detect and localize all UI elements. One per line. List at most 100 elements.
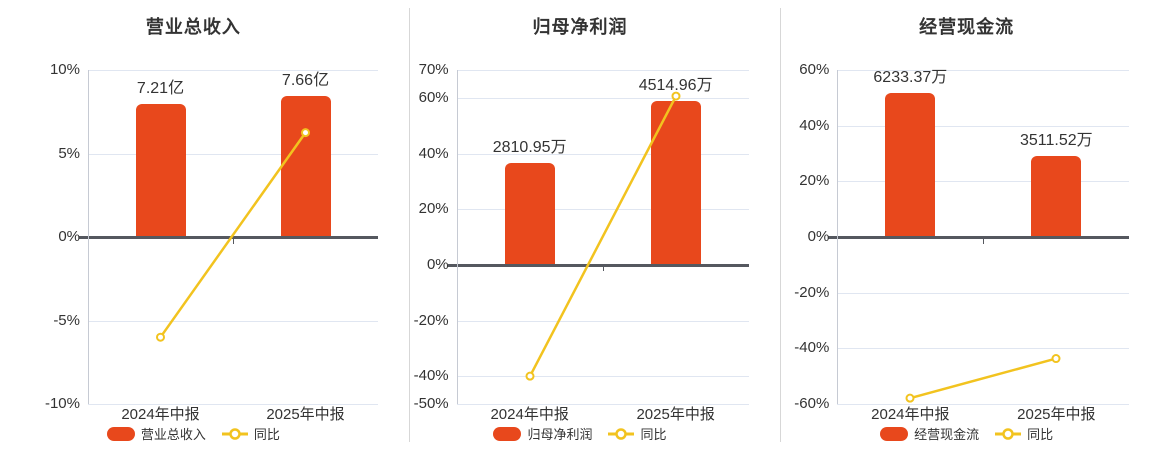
yoy-point[interactable] xyxy=(905,393,915,403)
x-axis-tick xyxy=(983,238,985,244)
y-gridline xyxy=(456,376,749,378)
zero-axis-line xyxy=(828,236,1130,239)
bar-series-swatch-icon xyxy=(493,427,522,441)
bar-series-swatch-icon xyxy=(880,427,909,441)
y-gridline xyxy=(88,404,378,405)
bar-2025[interactable] xyxy=(280,95,331,236)
plot-area: 70% 60% 40% 20% 0% -20% -40% -50% 2810.95万 4514.9… xyxy=(414,61,749,412)
legend-item-line-series[interactable]: 同比 xyxy=(995,427,1053,442)
legend-item-line-series[interactable]: 同比 xyxy=(221,426,280,442)
y-axis-label: 70% xyxy=(418,61,449,78)
y-gridline xyxy=(837,70,1130,71)
bar-value-label: 4514.96万 xyxy=(638,76,713,94)
y-gridline xyxy=(837,181,1130,183)
yoy-point[interactable] xyxy=(301,128,310,138)
panel-divider xyxy=(780,8,781,442)
bar-2024[interactable] xyxy=(504,162,555,264)
yoy-line xyxy=(159,131,307,339)
bar-value-label: 6233.37万 xyxy=(873,68,948,86)
y-gridline xyxy=(456,209,749,211)
chart-title: 营业总收入 xyxy=(145,17,241,37)
bar-2025[interactable] xyxy=(1031,155,1082,236)
line-series-swatch-icon xyxy=(608,428,635,440)
x-axis-label: 2025年中报 xyxy=(266,406,345,423)
chart-title: 经营现金流 xyxy=(919,17,1015,37)
x-axis-label: 2024年中报 xyxy=(121,406,200,423)
y-gridline xyxy=(88,70,378,71)
x-axis-tick xyxy=(602,266,604,272)
y-axis-label: 20% xyxy=(418,200,449,218)
yoy-point[interactable] xyxy=(156,332,165,342)
y-axis-label: 40% xyxy=(418,144,449,162)
bar-2024[interactable] xyxy=(135,104,186,236)
y-axis-label: 0% xyxy=(426,255,449,273)
chart-panel-net-profit: 归母净利润 70% 60% 40% 20% 0% -20% -40% -50% 2810.95万… xyxy=(387,0,774,450)
y-gridline xyxy=(88,320,378,322)
legend-label: 归母净利润 xyxy=(527,426,593,442)
y-gridline xyxy=(88,153,378,155)
y-axis-line xyxy=(456,70,458,404)
panel-divider xyxy=(409,8,410,442)
y-axis-label: -40% xyxy=(413,367,449,385)
yoy-point[interactable] xyxy=(671,91,681,101)
y-gridline xyxy=(456,404,749,405)
y-axis-label: 5% xyxy=(58,144,80,162)
y-gridline xyxy=(837,292,1130,294)
y-axis-label: -50% xyxy=(413,395,449,412)
bar-value-label: 7.66亿 xyxy=(281,71,330,89)
line-series-swatch-icon xyxy=(221,428,248,440)
y-axis-label: -20% xyxy=(794,283,830,301)
legend-item-bar-series[interactable]: 营业总收入 xyxy=(106,427,206,442)
legend-label: 同比 xyxy=(253,426,280,442)
legend: 营业总收入 同比 xyxy=(0,426,387,442)
bar-2024[interactable] xyxy=(885,92,936,236)
yoy-line xyxy=(528,94,677,378)
y-axis-label: 20% xyxy=(799,172,830,190)
legend-item-bar-series[interactable]: 经营现金流 xyxy=(880,427,979,442)
y-gridline xyxy=(837,348,1130,350)
y-axis-label: -5% xyxy=(53,311,80,329)
y-gridline xyxy=(837,404,1130,405)
yoy-line-layer xyxy=(905,354,1061,403)
y-axis-label: 0% xyxy=(807,228,830,245)
legend-label: 同比 xyxy=(1027,426,1054,442)
y-axis-label: 60% xyxy=(418,88,449,106)
x-axis-label: 2024年中报 xyxy=(871,406,950,423)
yoy-line xyxy=(909,357,1058,400)
yoy-point[interactable] xyxy=(1051,354,1061,364)
line-series-swatch-icon xyxy=(995,428,1022,440)
bar-value-label: 3511.52万 xyxy=(1020,131,1093,149)
y-axis-label: 0% xyxy=(58,228,80,245)
x-axis-tick xyxy=(233,238,234,244)
x-axis-label: 2025年中报 xyxy=(1017,406,1096,423)
yoy-line-layer xyxy=(156,128,310,342)
bar-value-label: 7.21亿 xyxy=(136,80,185,98)
legend-item-line-series[interactable]: 同比 xyxy=(608,426,667,442)
y-gridline xyxy=(456,70,749,71)
chart-panel-revenue: 营业总收入 10% 5% 0% -5% -10% 7.21亿 7.66亿 营业总收入 同比 … xyxy=(0,0,387,450)
zero-axis-line xyxy=(79,236,378,239)
y-gridline xyxy=(456,97,749,99)
y-axis-label: 40% xyxy=(799,116,830,134)
x-axis-label: 2025年中报 xyxy=(636,406,715,423)
y-gridline xyxy=(456,320,749,322)
chart-panel-cash-flow: 经营现金流 60% 40% 20% 0% -20% -40% -60% 6233.37万 351… xyxy=(773,0,1160,450)
legend: 归母净利润 同比 xyxy=(387,426,774,442)
y-gridline xyxy=(837,125,1130,127)
y-axis-label: 60% xyxy=(799,61,830,78)
chart-title: 归母净利润 xyxy=(532,17,628,37)
y-gridline xyxy=(456,153,749,155)
legend-label: 经营现金流 xyxy=(914,426,980,442)
y-axis-line xyxy=(88,70,89,404)
legend-item-bar-series[interactable]: 归母净利润 xyxy=(493,427,592,442)
plot-area: 60% 40% 20% 0% -20% -40% -60% 6233.37万 3511.52万 xyxy=(794,61,1130,412)
y-axis-label: -10% xyxy=(44,395,80,412)
x-axis-label: 2024年中报 xyxy=(490,406,569,423)
yoy-point[interactable] xyxy=(525,371,535,381)
legend: 经营现金流 同比 xyxy=(773,426,1160,442)
plot-area: 10% 5% 0% -5% -10% 7.21亿 7.66亿 xyxy=(45,61,378,412)
legend-label: 同比 xyxy=(640,426,667,442)
bar-series-swatch-icon xyxy=(106,427,135,441)
zero-axis-line xyxy=(447,263,749,267)
